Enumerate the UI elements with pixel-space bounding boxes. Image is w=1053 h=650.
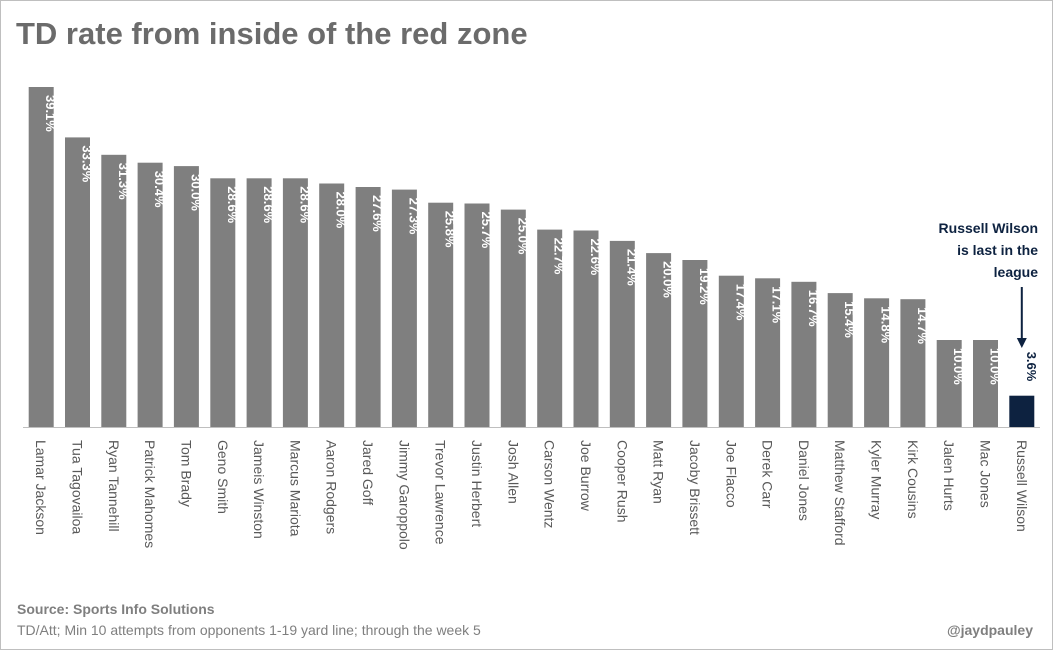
category-label: Tua Tagovailoa xyxy=(70,440,86,534)
value-label: 17.4% xyxy=(733,284,748,321)
value-label: 25.0% xyxy=(515,218,530,255)
category-label: Jameis Winston xyxy=(251,440,267,539)
value-label: 30.4% xyxy=(152,171,167,208)
category-label: Tom Brady xyxy=(178,440,194,507)
methodology-note: TD/Att; Min 10 attempts from opponents 1… xyxy=(17,622,481,638)
bars-group xyxy=(28,87,1035,428)
chart-title: TD rate from inside of the red zone xyxy=(16,16,528,51)
category-label: Marcus Mariota xyxy=(287,440,303,537)
value-label: 22.7% xyxy=(552,238,567,275)
category-label: Jalen Hurts xyxy=(941,440,957,511)
bar-cooper-rush xyxy=(609,240,635,427)
category-label: Geno Smith xyxy=(215,440,231,514)
category-label: Justin Herbert xyxy=(469,440,485,527)
category-labels-group: Lamar Jackson Tua Tagovailoa Ryan Tannehil… xyxy=(33,440,1030,550)
category-label: Daniel Jones xyxy=(796,440,812,521)
category-label: Mac Jones xyxy=(978,440,994,508)
category-label: Jacoby Brissett xyxy=(687,440,703,535)
bar-kyler-murray xyxy=(864,298,890,427)
value-label: 15.4% xyxy=(842,301,857,338)
category-label: Kyler Murray xyxy=(869,440,885,519)
bar-mac-jones xyxy=(973,340,998,427)
bar-jalen-hurts xyxy=(936,340,962,427)
category-label: Cooper Rush xyxy=(614,440,630,523)
value-label: 28.0% xyxy=(334,192,349,229)
annotation-line: Russell Wilson xyxy=(939,220,1038,236)
bar-carson-wentz xyxy=(537,229,563,427)
category-label: Russell Wilson xyxy=(1014,440,1030,532)
bar-trevor-lawrence xyxy=(428,202,454,427)
bar-jacoby-brissett xyxy=(682,260,708,427)
value-label: 10.0% xyxy=(951,348,966,385)
category-label: Kirk Cousins xyxy=(905,440,921,519)
bar-joe-burrow xyxy=(573,230,599,427)
bar-patrick-mahomes xyxy=(137,162,163,427)
value-label: 3.6% xyxy=(1024,352,1039,382)
category-label: Joe Flacco xyxy=(723,440,739,508)
annotation-line: league xyxy=(994,264,1039,280)
annotation-line: is last in the xyxy=(957,242,1038,258)
value-label: 20.0% xyxy=(661,261,676,298)
annotation-arrow-head xyxy=(1016,338,1027,348)
value-label: 21.4% xyxy=(624,249,639,286)
value-label: 28.6% xyxy=(297,186,312,223)
bar-matt-ryan xyxy=(646,253,672,427)
category-label: Matt Ryan xyxy=(651,440,667,504)
bar-ryan-tannehill xyxy=(101,154,127,428)
bar-josh-allen xyxy=(500,209,526,427)
category-label: Jimmy Garoppolo xyxy=(396,440,412,550)
value-label: 10.0% xyxy=(988,348,1003,385)
bar-russell-wilson xyxy=(1009,395,1035,427)
bar-aaron-rodgers xyxy=(319,183,345,427)
bar-lamar-jackson xyxy=(28,87,54,427)
category-label: Lamar Jackson xyxy=(33,440,49,535)
value-label: 14.7% xyxy=(915,307,930,344)
value-label: 39.1% xyxy=(43,95,58,132)
bar-jared-goff xyxy=(355,187,381,427)
bar-joe-flacco xyxy=(718,275,744,427)
category-label: Carson Wentz xyxy=(542,440,558,528)
value-label: 31.3% xyxy=(116,163,131,200)
bar-tua-tagovailoa xyxy=(65,137,90,427)
bar-tom-brady xyxy=(173,166,199,427)
value-label: 16.7% xyxy=(806,290,821,327)
value-label: 27.6% xyxy=(370,195,385,232)
category-label: Derek Carr xyxy=(760,440,776,509)
value-label: 27.3% xyxy=(406,198,421,235)
value-label: 17.1% xyxy=(770,286,785,323)
value-labels-group: 39.1% 33.3% 31.3% 30.4% 30.0% 28.6% 28.6% 28.6%… xyxy=(43,95,1039,385)
bar-jameis-winston xyxy=(246,178,272,427)
value-label: 28.6% xyxy=(261,186,276,223)
value-label: 14.8% xyxy=(879,306,894,343)
category-label: Matthew Stafford xyxy=(832,440,848,546)
bar-daniel-jones xyxy=(791,281,817,427)
value-label: 33.3% xyxy=(80,145,95,182)
bar-derek-carr xyxy=(755,278,781,427)
value-label: 25.7% xyxy=(479,212,494,249)
source-text: Source: Sports Info Solutions xyxy=(17,601,215,617)
value-label: 19.2% xyxy=(697,268,712,305)
category-label: Ryan Tannehill xyxy=(106,440,122,532)
category-label: Trevor Lawrence xyxy=(433,440,449,545)
category-label: Joe Burrow xyxy=(578,440,594,512)
bar-jimmy-garoppolo xyxy=(391,189,417,427)
author-handle: @jaydpauley xyxy=(946,622,1033,638)
value-label: 22.6% xyxy=(588,239,603,276)
bar-kirk-cousins xyxy=(900,299,926,427)
category-label: Aaron Rodgers xyxy=(324,440,340,534)
bar-justin-herbert xyxy=(464,203,490,427)
bar-marcus-mariota xyxy=(282,178,308,427)
value-label: 28.6% xyxy=(225,186,240,223)
category-label: Jared Goff xyxy=(360,440,376,505)
bar-matthew-stafford xyxy=(827,293,853,427)
annotation-group: Russell Wilson is last in the league xyxy=(939,220,1039,348)
bar-geno-smith xyxy=(210,178,236,427)
value-label: 30.0% xyxy=(188,174,203,211)
category-label: Josh Allen xyxy=(505,440,521,504)
category-label: Patrick Mahomes xyxy=(142,440,158,548)
value-label: 25.8% xyxy=(443,211,458,248)
